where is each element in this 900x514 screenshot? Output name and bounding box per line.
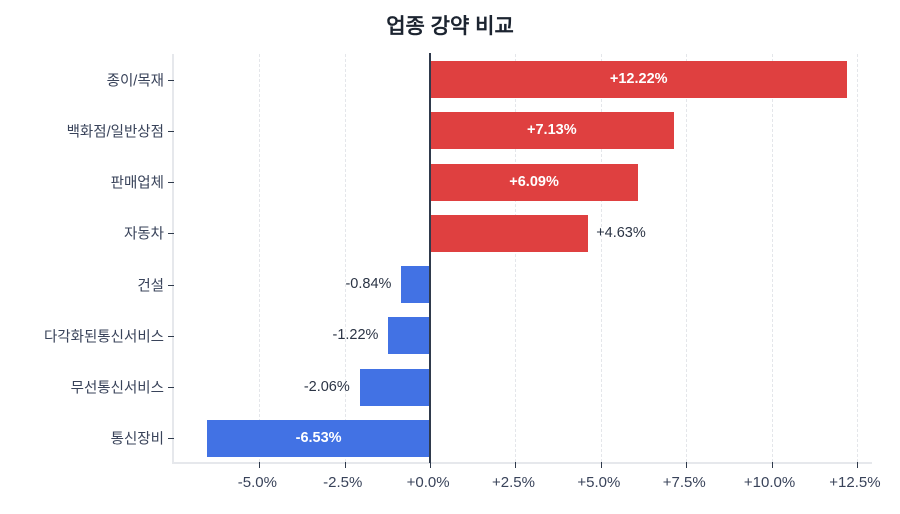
y-tick-label: 종이/목재 — [106, 73, 164, 90]
y-tick-mark — [168, 233, 174, 235]
x-tick-mark — [515, 462, 517, 468]
x-tick-mark — [600, 462, 602, 468]
zero-axis-line — [429, 53, 432, 463]
y-tick-label: 판매업체 — [110, 175, 164, 192]
chart-title: 업종 강약 비교 — [386, 15, 514, 38]
gridline — [771, 54, 773, 462]
x-tick-mark — [856, 462, 858, 468]
y-tick-mark — [168, 438, 174, 440]
bar[interactable] — [207, 419, 431, 457]
x-tick-label: +7.5% — [662, 474, 706, 491]
y-tick-mark — [168, 130, 174, 132]
bar[interactable] — [430, 214, 589, 252]
bar-value-label: +4.63% — [596, 224, 646, 241]
x-tick-label: +5.0% — [577, 474, 621, 491]
gridline — [259, 54, 261, 462]
y-tick-mark — [168, 182, 174, 184]
y-tick-mark — [168, 335, 174, 337]
x-tick-label: -2.5% — [323, 474, 363, 491]
x-tick-label: +10.0% — [743, 474, 796, 491]
y-tick-mark — [168, 284, 174, 286]
y-tick-label: 다각화된통신서비스 — [43, 329, 164, 346]
bar[interactable] — [388, 317, 431, 355]
y-tick-label: 무선통신서비스 — [70, 380, 164, 397]
bar[interactable] — [359, 368, 431, 406]
x-tick-label: -5.0% — [237, 474, 277, 491]
x-tick-label: +12.5% — [829, 474, 881, 491]
y-tick-label: 자동차 — [123, 226, 164, 243]
bar[interactable] — [430, 112, 674, 150]
x-tick-mark — [686, 462, 688, 468]
gridline — [686, 54, 688, 462]
y-tick-label: 통신장비 — [110, 431, 164, 448]
y-tick-label: 백화점/일반상점 — [66, 124, 164, 141]
x-tick-mark — [259, 462, 261, 468]
bar-value-label: -6.53% — [295, 429, 342, 446]
x-tick-mark — [771, 462, 773, 468]
bar[interactable] — [401, 266, 431, 304]
gridline — [515, 54, 517, 462]
x-tick-label: +0.0% — [406, 474, 450, 491]
y-tick-mark — [168, 79, 174, 81]
bar-value-label: -1.22% — [332, 327, 379, 344]
gridline — [600, 54, 602, 462]
bar-value-label: -2.06% — [303, 378, 350, 395]
gridline — [856, 54, 858, 462]
y-tick-mark — [168, 387, 174, 389]
x-tick-mark — [430, 462, 432, 468]
bar-value-label: +6.09% — [509, 173, 559, 190]
y-tick-label: 건설 — [137, 278, 164, 295]
x-tick-label: +2.5% — [491, 474, 535, 491]
bar-value-label: -0.84% — [345, 276, 392, 293]
plot-area: +12.22% +7.13% +6.09% +4.63% -0.84% -1.22% -2.… — [168, 53, 872, 468]
gridline — [344, 54, 346, 462]
bar[interactable] — [430, 61, 848, 99]
bar-value-label: +12.22% — [609, 71, 668, 88]
x-tick-mark — [344, 462, 346, 468]
bar[interactable] — [430, 163, 639, 201]
bar-value-label: +7.13% — [527, 122, 577, 139]
